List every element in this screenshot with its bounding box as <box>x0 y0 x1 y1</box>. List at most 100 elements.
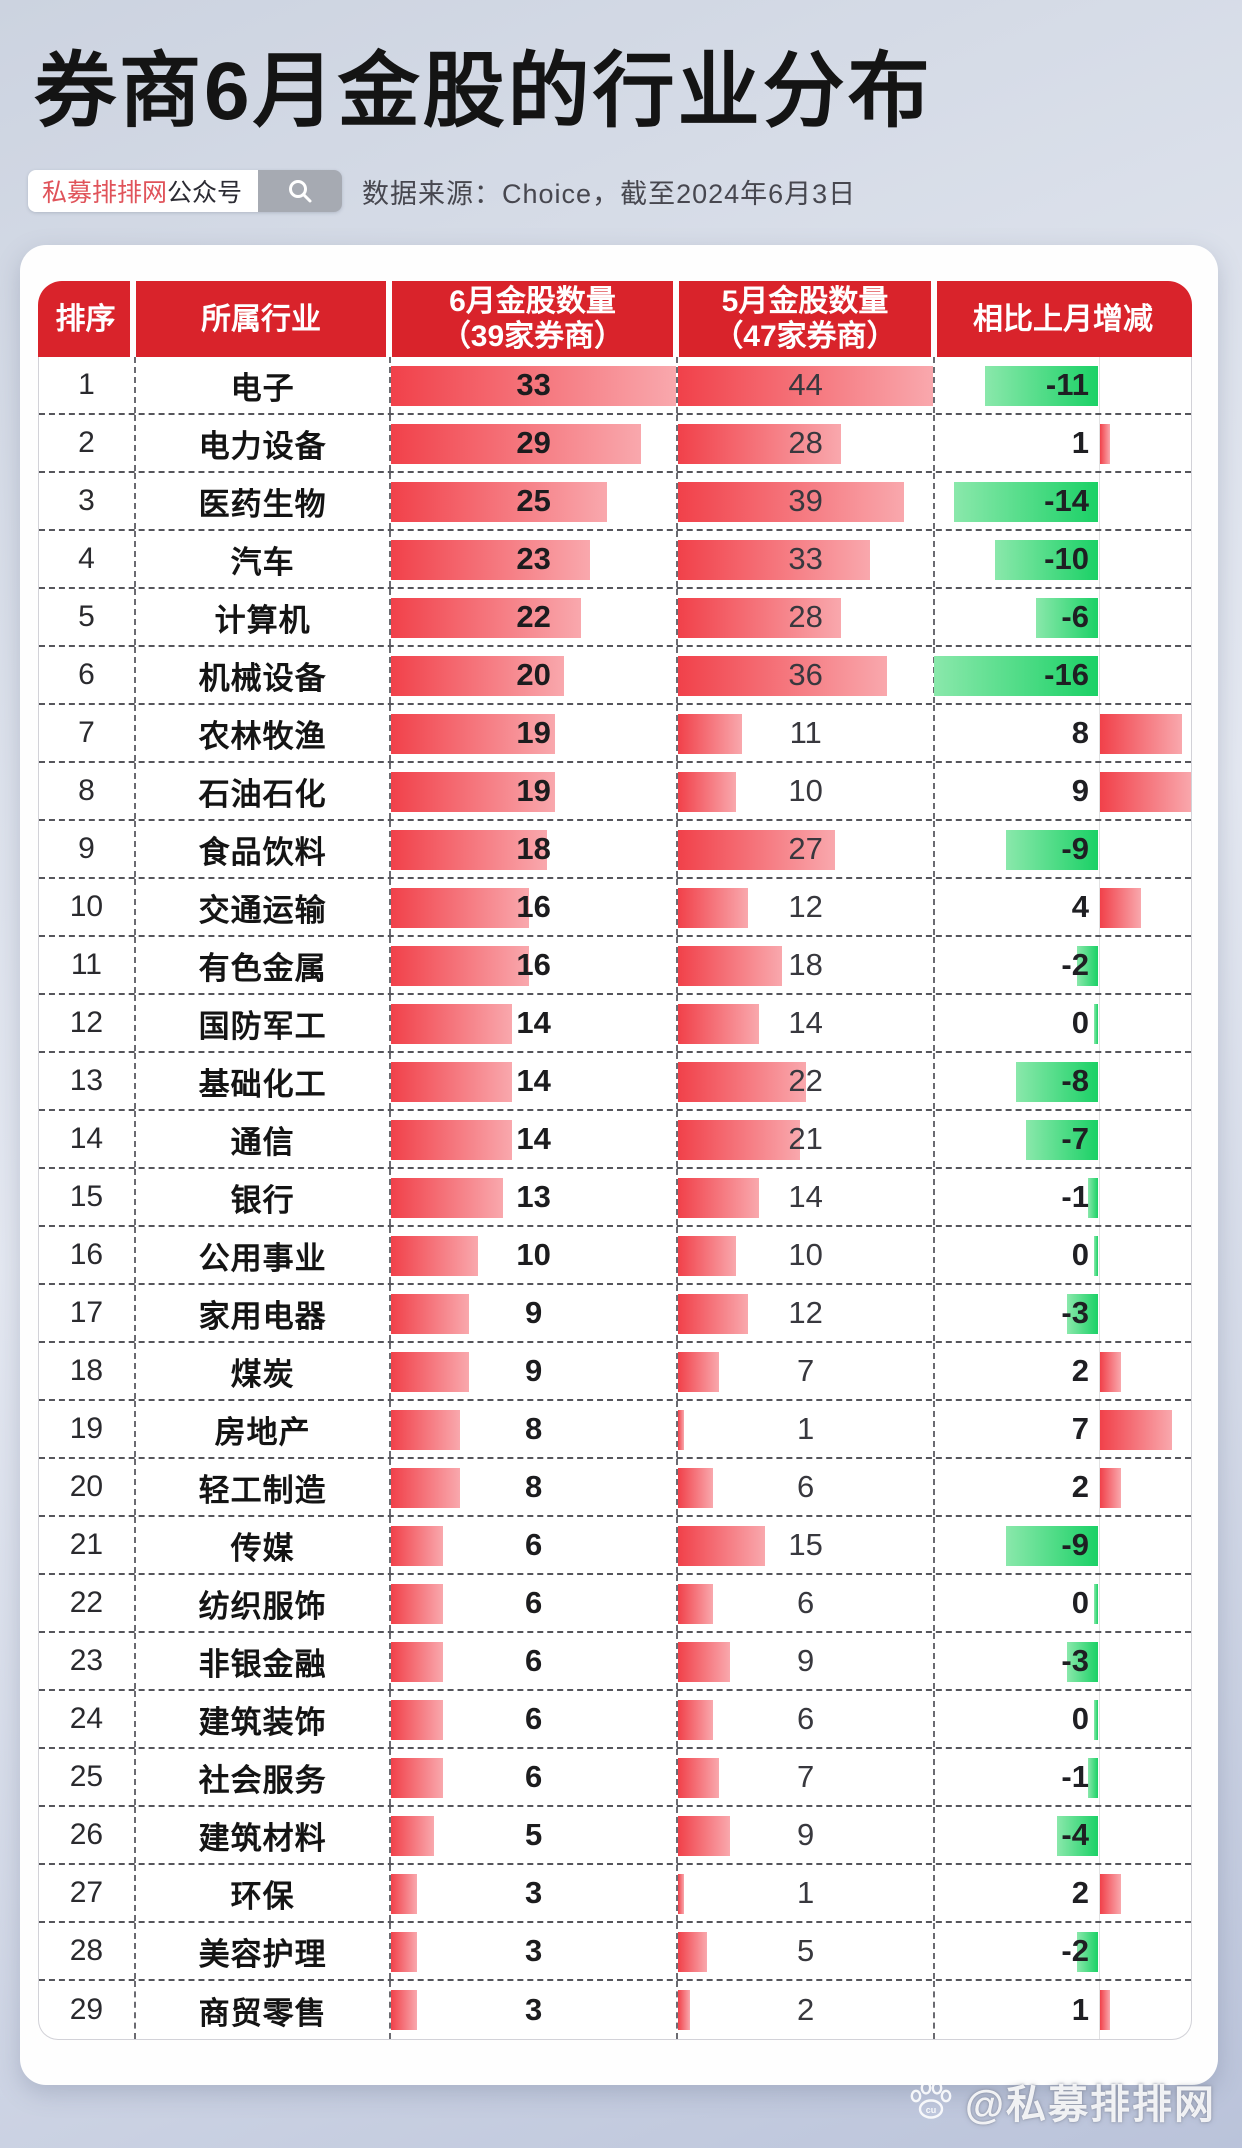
rank-value: 13 <box>69 1064 104 1097</box>
june-count-cell: 29 <box>389 415 676 471</box>
may-value: 2 <box>797 1992 815 2027</box>
rank-cell: 9 <box>39 821 134 877</box>
june-value: 33 <box>516 367 551 402</box>
change-value: -7 <box>1061 1121 1089 1156</box>
table-row: 22 纺织服饰 6 6 0 <box>39 1575 1191 1633</box>
change-value: 2 <box>1071 1353 1089 1388</box>
industry-name: 计算机 <box>214 602 311 638</box>
may-bar <box>677 656 887 696</box>
industry-cell: 公用事业 <box>133 1227 390 1283</box>
table-card: 私募排排网 私募排排网 私募排排网 排序 所属行业 6月金股数量 （39家券商）… <box>20 245 1218 2085</box>
june-bar <box>391 482 607 522</box>
change-value: 0 <box>1071 1237 1089 1272</box>
june-count-cell: 14 <box>389 1111 676 1167</box>
change-bar-negative <box>1056 1816 1098 1856</box>
industry-name: 房地产 <box>214 1414 311 1450</box>
june-count-cell: 19 <box>389 705 676 761</box>
rank-value: 15 <box>69 1180 104 1213</box>
industry-cell: 商贸零售 <box>133 1981 390 2039</box>
change-zero-line <box>1099 879 1101 935</box>
june-count-cell: 9 <box>389 1343 676 1399</box>
june-count-cell: 19 <box>389 763 676 819</box>
june-value: 8 <box>525 1411 543 1446</box>
may-count-cell: 2 <box>675 1981 934 2039</box>
change-value: -4 <box>1061 1817 1089 1852</box>
change-bar-negative <box>984 366 1098 406</box>
may-value: 7 <box>797 1759 815 1794</box>
change-cell: -4 <box>933 1807 1191 1863</box>
table-row: 16 公用事业 10 10 0 <box>39 1227 1191 1285</box>
june-value: 3 <box>525 1992 543 2027</box>
june-bar <box>391 424 642 464</box>
june-bar <box>391 656 564 696</box>
table-row: 2 电力设备 29 28 1 <box>39 415 1191 473</box>
june-value: 20 <box>516 657 551 692</box>
may-bar <box>677 598 841 638</box>
change-bar-positive <box>1100 714 1183 754</box>
industry-name: 银行 <box>230 1182 295 1218</box>
change-zero-line <box>1099 937 1101 993</box>
may-bar <box>677 1468 713 1508</box>
industry-name: 社会服务 <box>198 1762 327 1798</box>
change-value: -6 <box>1061 599 1089 634</box>
june-value: 18 <box>516 831 551 866</box>
june-value: 6 <box>525 1527 543 1562</box>
industry-cell: 银行 <box>133 1169 390 1225</box>
change-zero-line <box>1099 995 1101 1051</box>
change-zero-line <box>1099 1865 1101 1921</box>
rank-value: 18 <box>69 1354 104 1387</box>
change-bar-negative <box>1066 1294 1098 1334</box>
may-value: 6 <box>797 1585 815 1620</box>
industry-name: 轻工制造 <box>198 1472 327 1508</box>
june-value: 14 <box>516 1063 551 1098</box>
industry-name: 国防军工 <box>198 1008 327 1044</box>
rank-value: 27 <box>69 1876 104 1909</box>
june-count-cell: 5 <box>389 1807 676 1863</box>
may-value: 18 <box>788 947 823 982</box>
may-value: 1 <box>797 1875 815 1910</box>
rank-cell: 11 <box>39 937 134 993</box>
industry-name: 美容护理 <box>198 1936 327 1972</box>
change-cell: 2 <box>933 1459 1191 1515</box>
table-header-row: 排序 所属行业 6月金股数量 （39家券商） 5月金股数量 （47家券商） 相比… <box>38 281 1192 357</box>
change-zero-line <box>1099 589 1101 645</box>
industry-name: 食品饮料 <box>198 834 327 870</box>
may-count-cell: 33 <box>675 531 934 587</box>
industry-cell: 传媒 <box>133 1517 390 1573</box>
table-row: 17 家用电器 9 12 -3 <box>39 1285 1191 1343</box>
may-value: 9 <box>797 1643 815 1678</box>
rank-value: 10 <box>69 890 104 923</box>
may-bar <box>677 1526 765 1566</box>
june-value: 22 <box>516 599 551 634</box>
june-value: 14 <box>516 1121 551 1156</box>
change-bar-negative <box>1076 946 1098 986</box>
search-pill[interactable]: 私募排排网 公众号 <box>28 170 343 212</box>
may-value: 12 <box>788 889 823 924</box>
may-bar <box>677 888 748 928</box>
may-value: 28 <box>788 425 823 460</box>
change-value: 7 <box>1071 1411 1089 1446</box>
june-count-cell: 25 <box>389 473 676 529</box>
rank-cell: 16 <box>39 1227 134 1283</box>
table-row: 21 传媒 6 15 -9 <box>39 1517 1191 1575</box>
industry-name: 环保 <box>230 1878 295 1914</box>
change-cell: 9 <box>933 763 1191 819</box>
header-rank: 排序 <box>38 281 136 357</box>
rank-cell: 19 <box>39 1401 134 1457</box>
change-zero-line <box>1099 1981 1101 2039</box>
june-value: 16 <box>516 889 551 924</box>
change-bar-zero <box>1093 1236 1098 1276</box>
search-button[interactable] <box>258 170 343 212</box>
may-count-cell: 9 <box>675 1633 934 1689</box>
change-value: 0 <box>1071 1005 1089 1040</box>
header-june-count: 6月金股数量 （39家券商） <box>389 281 679 357</box>
rank-value: 24 <box>69 1702 104 1735</box>
rank-cell: 28 <box>39 1923 134 1979</box>
may-bar <box>677 946 783 986</box>
may-value: 12 <box>788 1295 823 1330</box>
june-value: 3 <box>525 1933 543 1968</box>
table-row: 19 房地产 8 1 7 <box>39 1401 1191 1459</box>
may-value: 14 <box>788 1005 823 1040</box>
industry-cell: 农林牧渔 <box>133 705 390 761</box>
corner-watermark-text: @私募排排网 <box>964 2083 1216 2127</box>
